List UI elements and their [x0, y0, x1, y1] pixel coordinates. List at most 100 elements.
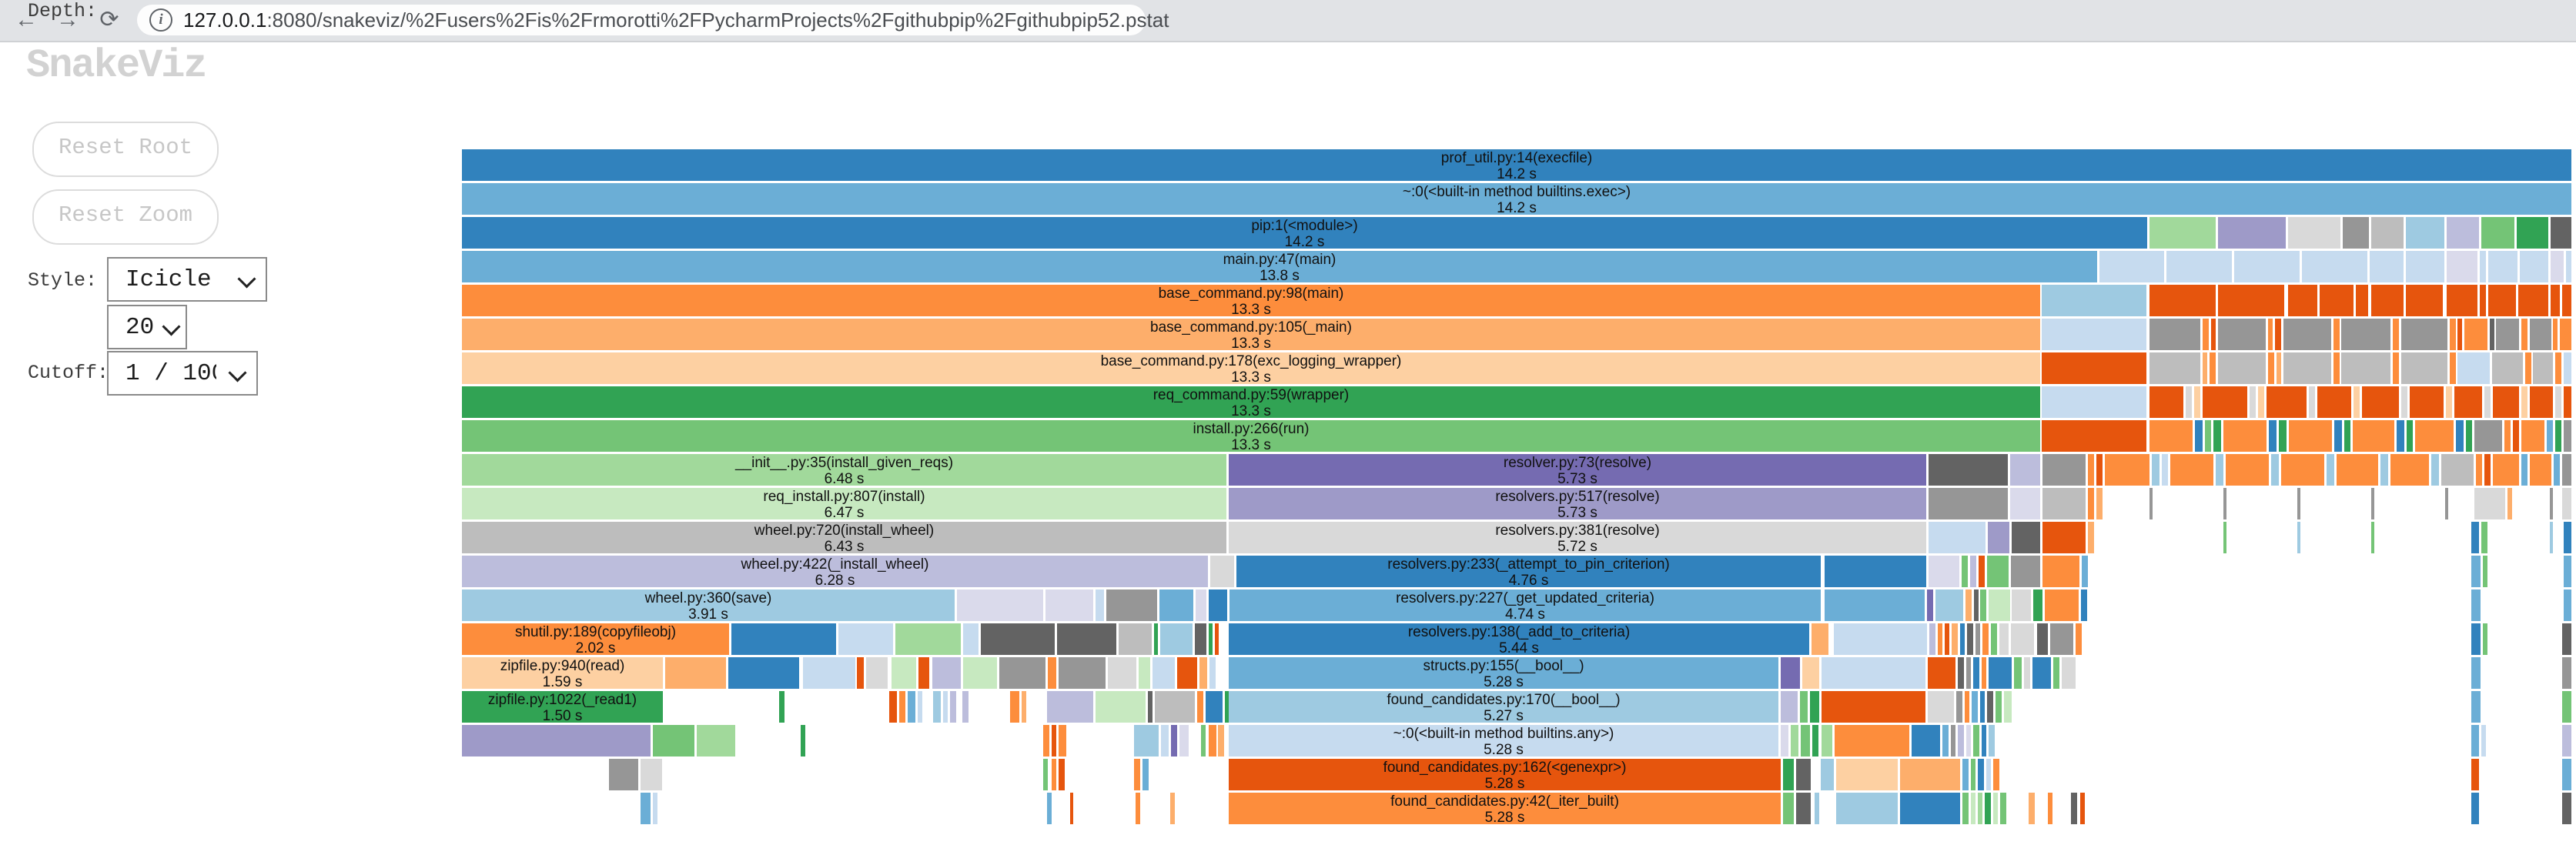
icicle-fragment[interactable] — [2562, 488, 2571, 519]
icicle-fragment[interactable] — [2341, 352, 2390, 384]
icicle-fragment[interactable] — [1136, 793, 1140, 824]
icicle-fragment[interactable] — [1952, 623, 1958, 655]
icicle-fragment[interactable] — [1835, 725, 1909, 756]
icicle-fragment[interactable] — [2268, 352, 2274, 384]
icicle-fragment[interactable] — [2042, 420, 2146, 452]
icicle-fragment[interactable] — [2555, 352, 2561, 384]
icicle-fragment[interactable] — [999, 657, 1045, 689]
icicle-fragment[interactable] — [933, 691, 941, 723]
icicle-fragment[interactable] — [2406, 285, 2443, 316]
icicle-fragment[interactable] — [838, 623, 893, 655]
icicle-fragment[interactable] — [1047, 691, 1093, 723]
icicle-bar[interactable]: __init__.py:35(install_given_reqs) 6.48 s — [462, 454, 1226, 486]
icicle-fragment[interactable] — [2447, 217, 2479, 249]
icicle-fragment[interactable] — [1010, 691, 1019, 723]
icicle-fragment[interactable] — [2279, 420, 2287, 452]
icicle-fragment[interactable] — [1956, 691, 1962, 723]
icicle-fragment[interactable] — [1987, 556, 2009, 587]
icicle-fragment[interactable] — [2551, 285, 2560, 316]
icicle-fragment[interactable] — [697, 725, 735, 756]
icicle-fragment[interactable] — [2203, 386, 2247, 418]
icicle-fragment[interactable] — [950, 691, 956, 723]
icicle-fragment[interactable] — [2353, 420, 2394, 452]
icicle-fragment[interactable] — [2564, 556, 2571, 587]
icicle-fragment[interactable] — [2471, 556, 2481, 587]
icicle-fragment[interactable] — [1791, 725, 1798, 756]
icicle-fragment[interactable] — [2226, 454, 2269, 486]
icicle-fragment[interactable] — [2012, 522, 2040, 553]
icicle-fragment[interactable] — [2277, 352, 2281, 384]
icicle-fragment[interactable] — [1989, 725, 1995, 756]
icicle-fragment[interactable] — [2450, 352, 2456, 384]
icicle-bar[interactable]: main.py:47(main) 13.8 s — [462, 251, 2097, 282]
icicle-fragment[interactable] — [2521, 319, 2527, 350]
icicle-fragment[interactable] — [899, 691, 905, 723]
icicle-fragment[interactable] — [2343, 217, 2369, 249]
icicle-fragment[interactable] — [2533, 352, 2553, 384]
icicle-fragment[interactable] — [1096, 589, 1104, 621]
icicle-fragment[interactable] — [2407, 420, 2413, 452]
icicle-fragment[interactable] — [1986, 759, 1991, 790]
icicle-fragment[interactable] — [2562, 657, 2571, 689]
icicle-fragment[interactable] — [1951, 725, 1955, 756]
icicle-fragment[interactable] — [2554, 454, 2560, 486]
icicle-fragment[interactable] — [2149, 352, 2200, 384]
icicle-fragment[interactable] — [2484, 454, 2491, 486]
icicle-bar[interactable]: shutil.py:189(copyfileobj) 2.02 s — [462, 623, 729, 655]
icicle-fragment[interactable] — [2042, 285, 2146, 316]
icicle-fragment[interactable] — [2371, 285, 2404, 316]
icicle-bar[interactable]: found_candidates.py:42(_iter_built) 5.28 … — [1229, 793, 1781, 824]
icicle-fragment[interactable] — [895, 623, 961, 655]
icicle-fragment[interactable] — [2517, 217, 2548, 249]
icicle-fragment[interactable] — [2562, 454, 2571, 486]
icicle-fragment[interactable] — [2029, 793, 2035, 824]
icicle-fragment[interactable] — [2211, 319, 2216, 350]
icicle-fragment[interactable] — [2520, 251, 2548, 282]
icicle-bar[interactable]: found_candidates.py:170(__bool__) 5.27 s — [1229, 691, 1778, 723]
icicle-fragment[interactable] — [2471, 657, 2481, 689]
icicle-fragment[interactable] — [2474, 420, 2502, 452]
icicle-fragment[interactable] — [2096, 488, 2103, 519]
forward-icon[interactable]: → — [56, 7, 79, 32]
icicle-fragment[interactable] — [2042, 386, 2146, 418]
icicle-fragment[interactable] — [1971, 793, 1975, 824]
cutoff-select[interactable]: 1 / 100 — [109, 352, 256, 394]
icicle-fragment[interactable] — [2283, 319, 2331, 350]
icicle-fragment[interactable] — [1978, 793, 1982, 824]
icicle-fragment[interactable] — [2186, 386, 2192, 418]
icicle-fragment[interactable] — [2564, 352, 2571, 384]
icicle-fragment[interactable] — [932, 657, 961, 689]
icicle-fragment[interactable] — [1929, 522, 1986, 553]
icicle-fragment[interactable] — [1796, 793, 1811, 824]
icicle-fragment[interactable] — [981, 623, 1055, 655]
icicle-fragment[interactable] — [1210, 556, 1234, 587]
icicle-fragment[interactable] — [2045, 589, 2079, 621]
icicle-fragment[interactable] — [1170, 793, 1175, 824]
reset-root-button[interactable]: Reset Root — [32, 122, 219, 177]
icicle-fragment[interactable] — [2096, 454, 2103, 486]
icicle-fragment[interactable] — [2481, 725, 2486, 756]
icicle-fragment[interactable] — [1973, 725, 1979, 756]
icicle-fragment[interactable] — [1971, 759, 1975, 790]
icicle-fragment[interactable] — [1962, 759, 1969, 790]
icicle-fragment[interactable] — [892, 657, 916, 689]
icicle-fragment[interactable] — [1048, 657, 1056, 689]
icicle-fragment[interactable] — [2149, 285, 2216, 316]
icicle-fragment[interactable] — [889, 691, 897, 723]
icicle-fragment[interactable] — [1812, 725, 1818, 756]
icicle-fragment[interactable] — [1825, 556, 1926, 587]
icicle-fragment[interactable] — [963, 623, 979, 655]
icicle-fragment[interactable] — [1148, 691, 1153, 723]
icicle-fragment[interactable] — [2354, 386, 2360, 418]
icicle-fragment[interactable] — [1201, 725, 1206, 756]
icicle-fragment[interactable] — [2562, 793, 2571, 824]
icicle-fragment[interactable] — [2513, 420, 2519, 452]
icicle-fragment[interactable] — [1929, 623, 1935, 655]
icicle-fragment[interactable] — [2223, 522, 2226, 553]
icicle-fragment[interactable] — [462, 725, 651, 756]
icicle-fragment[interactable] — [803, 657, 855, 689]
icicle-fragment[interactable] — [1973, 657, 1979, 689]
icicle-fragment[interactable] — [1059, 759, 1065, 790]
back-icon[interactable]: ← — [15, 7, 38, 32]
icicle-fragment[interactable] — [2471, 691, 2481, 723]
